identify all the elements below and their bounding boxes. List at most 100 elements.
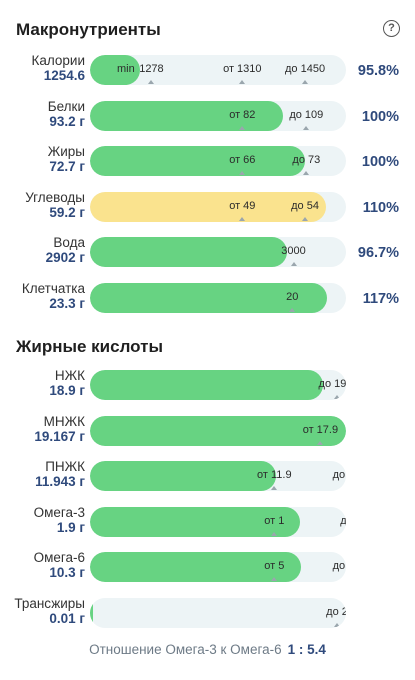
threshold-tick	[334, 622, 341, 627]
nutrient-name: Омега-3	[33, 504, 85, 520]
nutrient-label: Клетчатка 23.3 г	[0, 280, 85, 311]
nutrient-percent: 117%	[362, 290, 399, 307]
progress-track: от 66 до 73	[90, 146, 346, 176]
progress-fill	[90, 146, 306, 176]
help-icon[interactable]: ?	[383, 20, 400, 37]
nutrient-amount: 18.9 г	[49, 383, 85, 398]
nutrient-row[interactable]: Вода 2902 г 3000 96.7%	[0, 234, 415, 270]
progress-track: от 49 до 54	[90, 191, 346, 222]
progress-fill	[90, 506, 300, 537]
threshold-tick	[302, 216, 309, 221]
nutrient-row[interactable]: Трансжиры 0.01 г до 2	[0, 595, 415, 631]
nutrient-name: Клетчатка	[21, 280, 85, 296]
nutrient-label: Вода 2902 г	[0, 234, 85, 265]
nutrient-label: ПНЖК 11.943 г	[0, 458, 85, 489]
nutrient-percent: 95.8%	[357, 63, 399, 79]
progress-fill	[90, 415, 346, 446]
threshold-label: min	[116, 63, 135, 75]
progress-fill	[90, 100, 284, 131]
nutrient-amount: 19.167 г	[34, 428, 85, 444]
threshold-label: от 49	[229, 199, 256, 212]
nutrient-row[interactable]: Жиры 72.7 г от 66 до 73 100%	[0, 143, 415, 179]
nutrient-name: Вода	[53, 235, 85, 250]
nutrient-name: Омега-6	[33, 550, 85, 565]
threshold-label: до 21.9	[332, 469, 346, 481]
nutrient-label: Омега-3 1.9 г	[0, 504, 85, 535]
threshold-tick	[239, 80, 246, 84]
nutrient-label: НЖК 18.9 г	[0, 367, 85, 398]
omega-ratio-value: 1 : 5.4	[287, 642, 326, 657]
nutrient-name: Трансжиры	[14, 595, 85, 611]
progress-track: от 17.9	[90, 415, 346, 446]
threshold-tick	[271, 486, 278, 490]
nutrient-name: Белки	[47, 98, 85, 114]
threshold-label: до 2	[326, 605, 346, 618]
nutrient-label: Белки 93.2 г	[0, 98, 85, 129]
threshold-tick	[303, 171, 310, 175]
nutrient-row[interactable]: Белки 93.2 г от 82 до 109 100%	[0, 98, 415, 134]
progress-fill	[90, 597, 93, 628]
threshold-tick	[148, 80, 155, 84]
nutrient-name: МНЖК	[43, 413, 85, 429]
omega-ratio-label: Отношение Омега-3 к Омега-6	[89, 642, 282, 657]
nutrient-percent: 100%	[361, 154, 399, 170]
nutrient-amount: 72.7 г	[49, 159, 85, 174]
nutrient-label: Трансжиры 0.01 г	[0, 595, 85, 626]
progress-track: от 5 до 17.9	[90, 552, 346, 582]
progress-fill	[90, 552, 302, 582]
omega-ratio: Отношение Омега-3 к Омега-6 1 : 5.4	[0, 642, 415, 657]
threshold-label: 3000	[281, 245, 306, 257]
nutrient-amount: 0.01 г	[49, 610, 85, 626]
threshold-tick	[239, 216, 246, 221]
threshold-label: от 66	[229, 154, 256, 166]
progress-track: от 11.9 до 21.9	[90, 461, 346, 491]
nutrient-label: Углеводы 59.2 г	[0, 189, 85, 220]
nutrient-label: Жиры 72.7 г	[0, 143, 85, 174]
progress-track: min 1278 от 1310 до 1450	[90, 55, 346, 85]
nutrient-row[interactable]: МНЖК 19.167 г от 17.9	[0, 413, 415, 449]
nutrient-name: Углеводы	[25, 189, 85, 205]
threshold-label: до 19.9	[318, 378, 346, 390]
threshold-label: 20	[286, 290, 299, 303]
threshold-label: от 82	[229, 108, 256, 121]
threshold-tick	[239, 125, 246, 130]
progress-fill	[90, 282, 327, 313]
threshold-tick	[290, 262, 297, 266]
threshold-tick	[302, 80, 309, 84]
nutrient-amount: 93.2 г	[49, 113, 85, 129]
threshold-label: от 5	[264, 560, 285, 572]
threshold-label: от 17.9	[302, 423, 339, 436]
nutrient-row[interactable]: Омега-31.9 г от 1 до 4	[0, 504, 415, 540]
progress-fill	[90, 461, 276, 491]
threshold-label: от 11.9	[257, 469, 292, 481]
progress-fill	[90, 237, 288, 267]
progress-track: от 82 до 109	[90, 100, 346, 131]
threshold-tick	[317, 440, 324, 445]
progress-track: до 2	[90, 597, 346, 628]
progress-fill	[90, 370, 323, 400]
nutrient-amount: 2902 г	[45, 250, 85, 265]
nutrient-amount: 1254.6	[43, 68, 85, 83]
nutrient-percent: 110%	[362, 199, 399, 216]
nutrient-amount: 11.943 г	[35, 474, 85, 489]
threshold-label: 1278	[139, 63, 164, 75]
threshold-label: до 109	[289, 108, 324, 121]
threshold-label: от 1310	[223, 63, 262, 75]
threshold-tick	[334, 395, 341, 399]
nutrient-percent: 100%	[361, 108, 399, 125]
nutrient-amount: 1.9 г	[56, 519, 85, 535]
nutrient-row[interactable]: Омега-610.3 г от 5 до 17.9	[0, 549, 415, 585]
threshold-label: до 73	[292, 154, 321, 166]
threshold-label: до 17.9	[332, 560, 346, 572]
fatty-acids-title: Жирные кислоты	[16, 337, 163, 356]
progress-track: до 19.9	[90, 370, 346, 400]
nutrient-amount: 23.3 г	[49, 295, 85, 311]
nutrient-label: МНЖК 19.167 г	[0, 413, 85, 444]
nutrient-label: Калории 1254.6	[0, 52, 86, 83]
nutrient-row[interactable]: Клетчатка 23.3 г 20 117%	[0, 280, 415, 316]
nutrient-row[interactable]: Калории 1254.6 min 1278 от 1310 до 1450 95.8%	[0, 52, 415, 88]
nutrient-row[interactable]: Углеводы 59.2 г от 49 до 54 110%	[0, 189, 415, 225]
nutrient-name: Жиры	[47, 144, 85, 159]
